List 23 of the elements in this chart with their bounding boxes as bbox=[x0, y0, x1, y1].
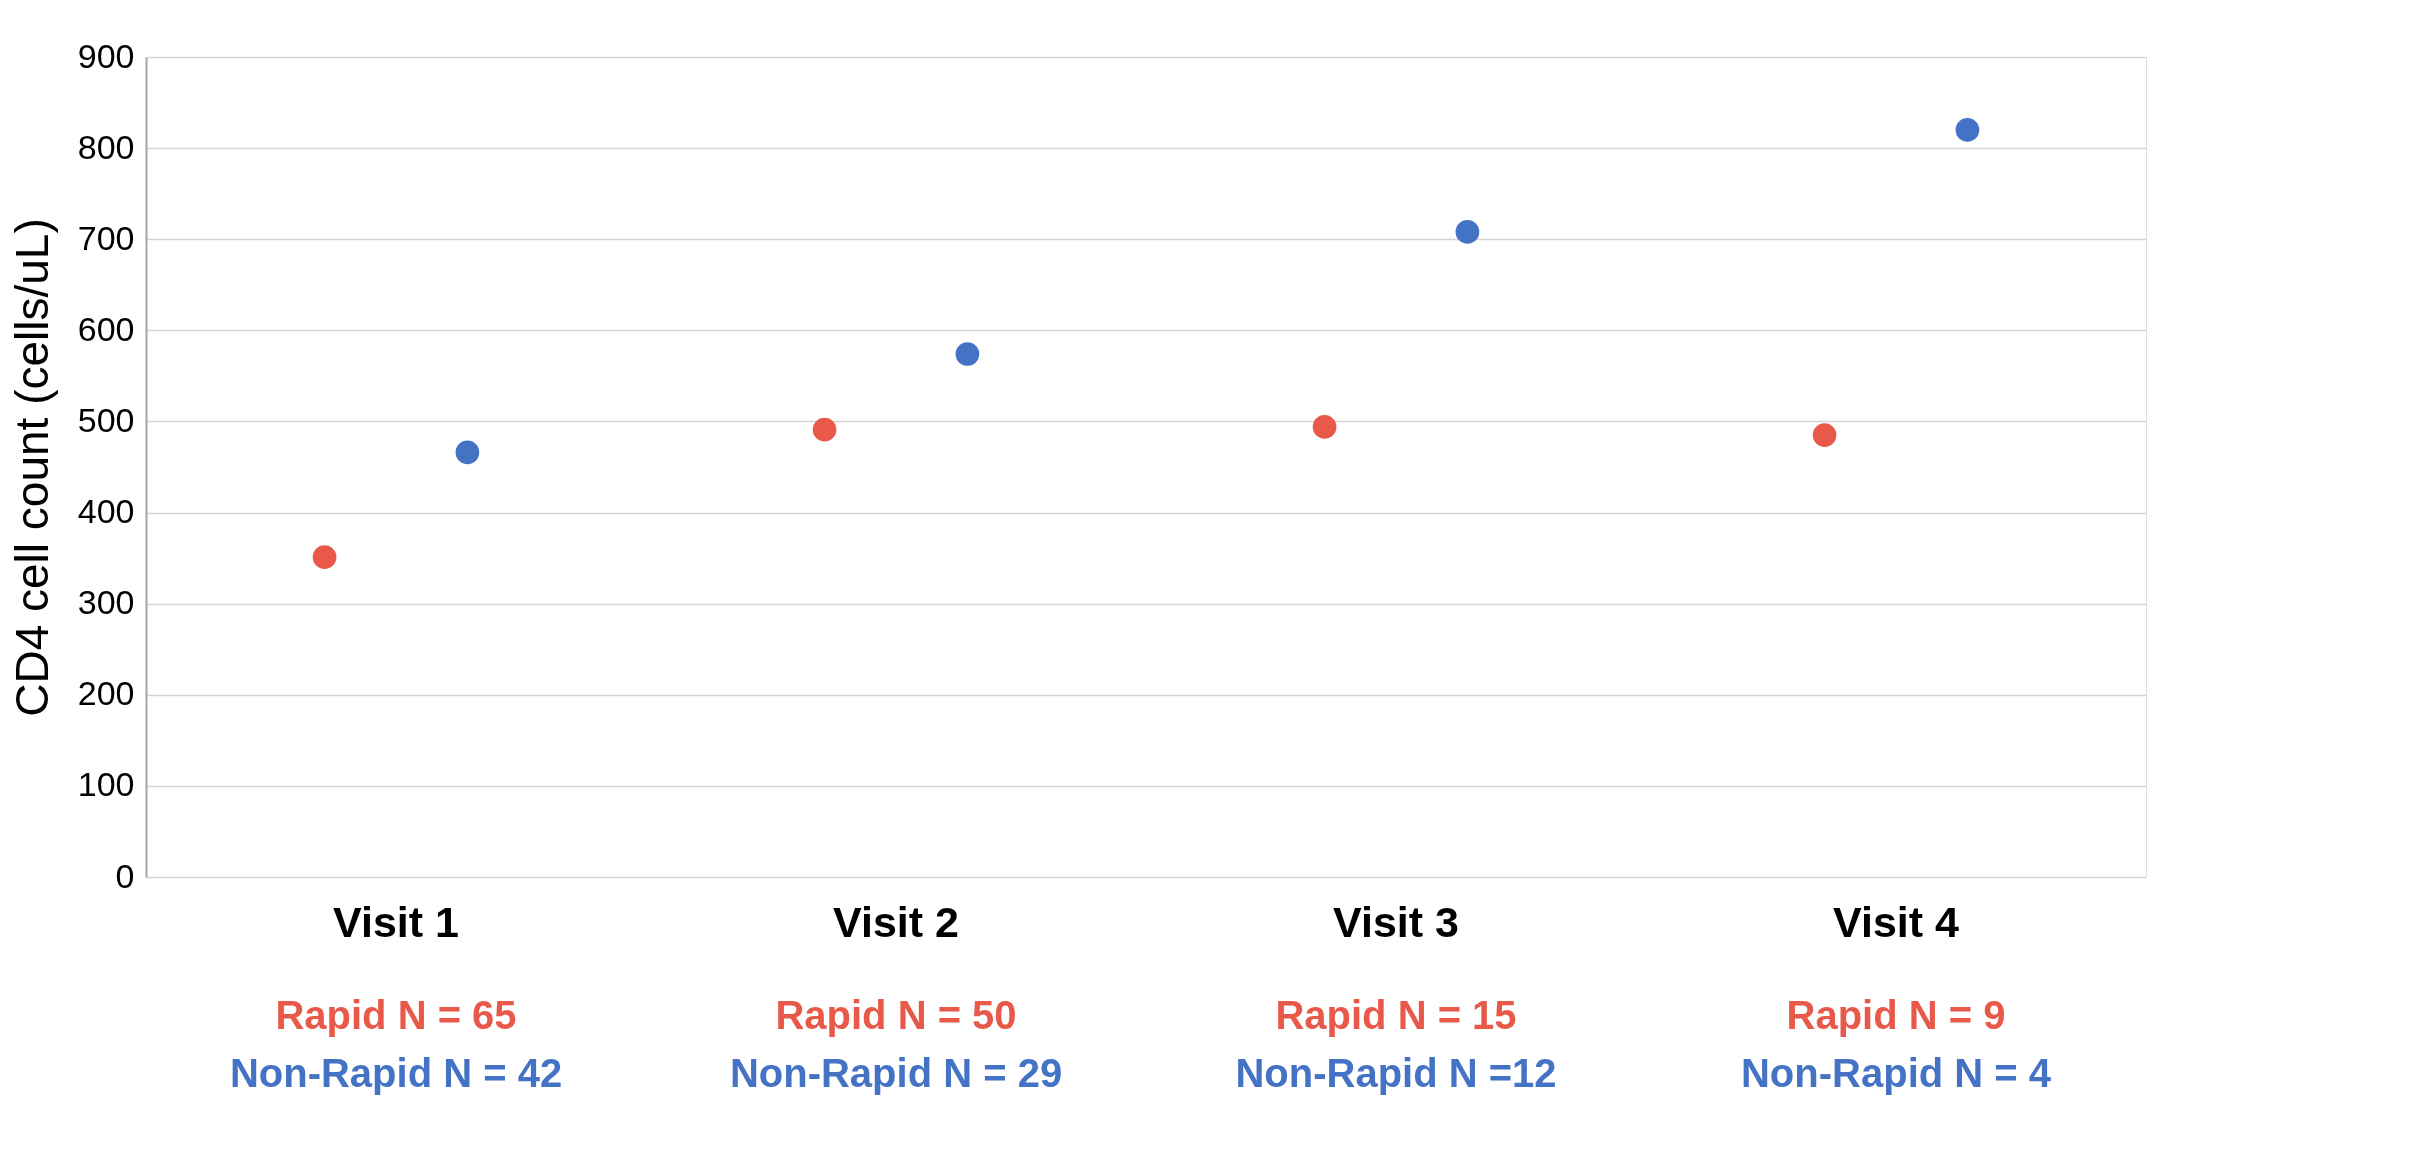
text: Rapid N = 65 bbox=[275, 993, 517, 1037]
x-tick-label: Visit 1 bbox=[333, 897, 459, 946]
y-tick-label: 500 bbox=[77, 400, 135, 439]
text: Rapid N = 15 bbox=[1275, 993, 1517, 1037]
y-tick-label: 400 bbox=[77, 492, 135, 531]
y-tick-label: 200 bbox=[77, 674, 135, 713]
y-tick-label: 600 bbox=[77, 309, 135, 348]
x-tick-label: Visit 3 bbox=[1333, 897, 1459, 946]
y-tick-label: 800 bbox=[77, 127, 135, 166]
text: Non-Rapid N = 42 bbox=[229, 1051, 563, 1095]
text: Non-Rapid N = 29 bbox=[729, 1051, 1063, 1095]
x-tick-label: Visit 2 bbox=[833, 897, 959, 946]
x-tick-label: Visit 4 bbox=[1833, 897, 1960, 946]
text: Rapid N = 50 bbox=[775, 993, 1017, 1037]
y-tick-label: 100 bbox=[77, 765, 135, 804]
text: Non-Rapid N = 4 bbox=[1740, 1051, 2052, 1095]
text: Non-Rapid N =12 bbox=[1235, 1051, 1557, 1095]
y-axis-title: CD4 cell count (cells/uL) bbox=[5, 218, 58, 717]
y-tick-label: 300 bbox=[77, 583, 135, 622]
y-tick-label: 0 bbox=[115, 856, 135, 895]
y-tick-label: 700 bbox=[77, 218, 135, 257]
text: Rapid N = 9 bbox=[1786, 993, 2006, 1037]
y-tick-label: 900 bbox=[77, 36, 135, 75]
